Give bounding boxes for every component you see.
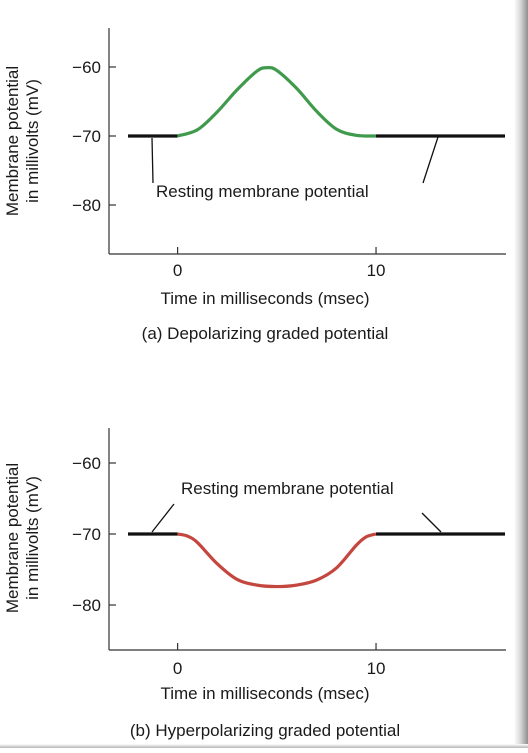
y-axis-label-line: in millivolts (mV) [23,476,42,600]
annotation-leader-line [151,137,154,184]
y-axis-label: Membrane potentialin millivolts (mV) [3,463,42,613]
series-line-graded [177,532,377,589]
chart-panel-b: −60 −70 −80 0 10 Time in milliseconds (msec) (… [3,428,506,740]
resting-potential-annotation: Resting membrane potential [181,479,394,498]
x-tick-label: 0 [173,659,182,678]
y-axis-label-line: in millivolts (mV) [23,79,42,203]
annotation-leader-line [421,512,442,533]
y-tick-label: −80 [72,596,101,615]
x-tick-label: 10 [367,261,386,280]
figure-caption: (a) Depolarizing graded potential [142,324,389,343]
y-tick-label: −70 [72,127,101,146]
annotation-leader-line [151,503,175,533]
annotation-leader-line [422,136,439,184]
y-tick-label: −60 [72,58,101,77]
y-axis-label-line: Membrane potential [3,463,22,613]
x-tick-label: 0 [173,261,182,280]
x-axis-label: Time in milliseconds (msec) [160,684,369,703]
right-edge-shade [514,0,528,748]
figure-caption: (b) Hyperpolarizing graded potential [130,721,400,740]
y-tick-label: −70 [72,525,101,544]
chart-panel-a: −60 −70 −80 0 10 Time in milliseconds (msec) (… [3,28,506,343]
series-line-graded [177,65,377,138]
x-axis-label: Time in milliseconds (msec) [160,289,369,308]
resting-potential-annotation: Resting membrane potential [156,182,369,201]
y-axis-label: Membrane potentialin millivolts (mV) [3,66,42,216]
bottom-edge-shade [0,744,528,748]
y-tick-label: −80 [72,196,101,215]
y-tick-label: −60 [72,454,101,473]
x-tick-label: 10 [367,659,386,678]
y-axis-label-line: Membrane potential [3,66,22,216]
